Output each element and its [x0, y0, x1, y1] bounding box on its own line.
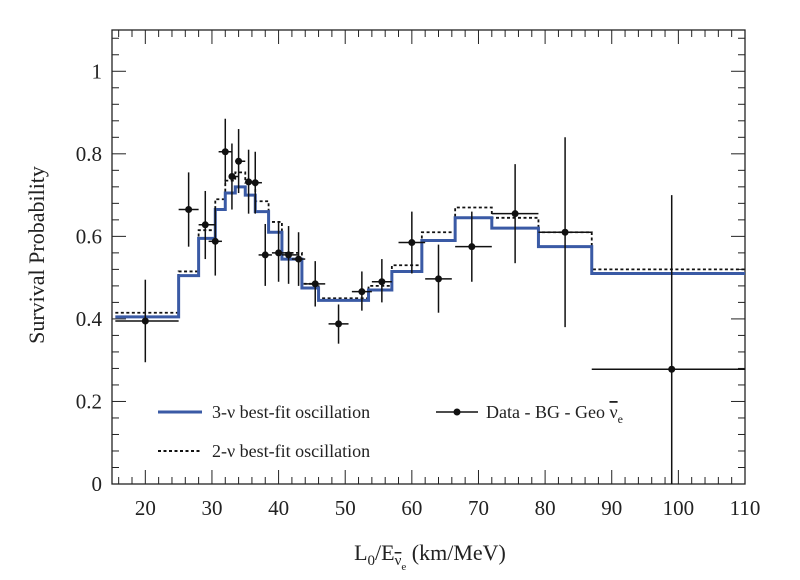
series-3nu-line — [115, 185, 745, 319]
legend-data-label: Data - BG - Geo νe — [486, 402, 623, 426]
data-point-marker — [408, 239, 416, 247]
data-point-marker — [468, 243, 476, 251]
series-2nu-best-fit — [115, 171, 745, 314]
data-point — [398, 211, 426, 274]
data-point-marker — [221, 148, 229, 156]
x-tick-label: 20 — [135, 496, 156, 520]
data-point-marker — [228, 173, 236, 181]
series-data-points — [115, 118, 745, 484]
legend-3nu-label: 3-ν best-fit oscillation — [212, 402, 370, 422]
x-title-nubar: ν — [395, 553, 402, 569]
legend: 3-ν best-fit oscillation 2-ν best-fit os… — [158, 402, 623, 461]
data-point-marker — [295, 255, 303, 263]
data-point-marker — [511, 210, 519, 218]
data-point — [271, 221, 286, 282]
x-axis-ticks: 20 30 40 50 60 70 80 90 100 110 — [118, 30, 761, 520]
data-point — [218, 118, 232, 185]
data-point-marker — [378, 278, 386, 286]
data-point-marker — [335, 320, 343, 328]
data-point — [351, 271, 372, 311]
y-axis-title: Survival Probability — [24, 166, 49, 344]
x-title-tail: (km/MeV) — [406, 540, 506, 565]
data-point-marker — [434, 275, 442, 283]
plot-frame — [111, 29, 746, 485]
data-point — [228, 143, 239, 210]
y-tick-label: 0.2 — [76, 389, 102, 413]
y-tick-label: 0.4 — [76, 307, 103, 331]
series-2nu-line — [115, 171, 745, 314]
data-point-marker — [285, 251, 293, 259]
data-point — [491, 164, 539, 264]
data-point — [245, 149, 256, 214]
data-point — [115, 279, 179, 363]
series-3nu-best-fit — [115, 185, 745, 319]
y-tick-label: 0 — [92, 472, 103, 496]
data-point-marker — [358, 288, 366, 296]
data-point — [208, 207, 222, 276]
legend-data-prefix: Data - BG - Geo — [486, 402, 609, 422]
data-point — [178, 172, 199, 247]
x-tick-label: 60 — [401, 496, 422, 520]
data-point-marker — [141, 317, 149, 325]
data-point-marker — [311, 280, 319, 288]
data-point-marker — [185, 206, 193, 214]
data-point — [258, 223, 272, 286]
x-title-sub0: 0 — [368, 553, 376, 569]
x-tick-label: 70 — [468, 496, 489, 520]
x-axis-title-text: L0/Eνe (km/MeV) — [354, 540, 506, 573]
x-tick-label: 50 — [335, 496, 356, 520]
x-title-mid: /E — [375, 540, 395, 565]
y-axis-ticks: 0 0.2 0.4 0.6 0.8 1 — [76, 37, 745, 496]
y-tick-label: 0.6 — [76, 224, 102, 248]
data-point — [235, 129, 246, 194]
x-tick-label: 90 — [601, 496, 622, 520]
x-tick-label: 40 — [268, 496, 289, 520]
plot-border — [111, 29, 746, 485]
data-point — [371, 259, 392, 303]
data-point-marker — [211, 237, 219, 245]
data-point — [281, 226, 299, 284]
data-point — [305, 261, 326, 307]
y-tick-label: 0.8 — [76, 142, 102, 166]
data-point-marker — [251, 179, 259, 187]
data-point — [591, 195, 745, 484]
data-point-marker — [261, 251, 269, 259]
y-tick-label: 1 — [92, 59, 103, 83]
legend-data-sub: e — [618, 412, 623, 426]
data-point — [425, 244, 452, 313]
data-point-marker — [275, 249, 283, 257]
x-tick-label: 30 — [201, 496, 222, 520]
x-tick-label: 100 — [663, 496, 695, 520]
x-axis-title: L0/Eνe (km/MeV) — [354, 540, 506, 573]
x-tick-label: 110 — [730, 496, 761, 520]
data-point — [251, 151, 262, 214]
x-title-main: L — [354, 540, 367, 565]
data-point — [538, 137, 592, 328]
data-point — [291, 232, 306, 286]
legend-data-marker — [453, 408, 461, 416]
data-point-marker — [235, 157, 243, 165]
x-tick-label: 80 — [535, 496, 556, 520]
data-point — [328, 304, 349, 344]
data-point-marker — [668, 365, 676, 373]
data-point-marker — [245, 178, 253, 186]
legend-data-nubar: ν — [609, 402, 617, 422]
data-point — [455, 211, 492, 282]
legend-2nu-label: 2-ν best-fit oscillation — [212, 441, 370, 461]
x-title-sub-e: e — [401, 561, 406, 573]
data-point-marker — [561, 228, 569, 236]
data-point-marker — [201, 221, 209, 229]
data-point — [198, 190, 216, 260]
